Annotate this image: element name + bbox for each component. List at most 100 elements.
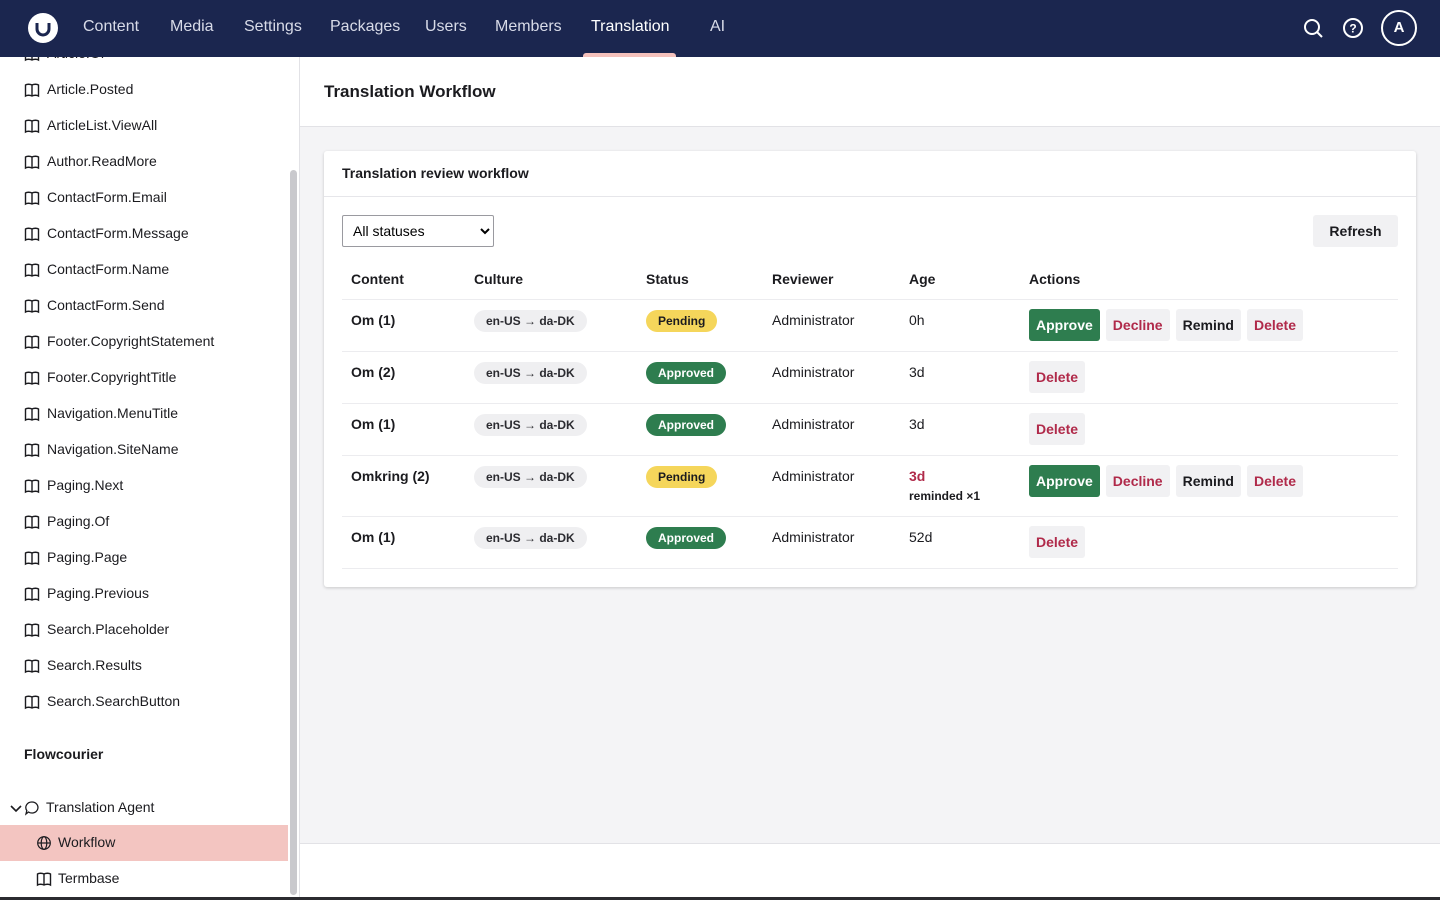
tree-item[interactable]: ContactForm.Email <box>47 189 167 205</box>
nav-item[interactable]: Users <box>425 18 467 35</box>
tree-item[interactable]: Workflow <box>58 834 116 850</box>
tree-item[interactable]: Article.Of <box>47 57 105 61</box>
status-filter[interactable]: All statuses <box>342 215 494 247</box>
panel-title: Translation review workflow <box>342 165 529 181</box>
logo[interactable] <box>27 12 59 44</box>
action-button[interactable]: Remind <box>1175 465 1241 497</box>
content-cell: Om (1) <box>351 312 396 328</box>
svg-text:?: ? <box>1349 22 1356 36</box>
reminder-note: reminded ×1 <box>909 489 981 503</box>
culture-pill: en-US → da-DK <box>474 310 587 332</box>
avatar[interactable]: A <box>1381 10 1417 46</box>
nav-item[interactable]: Members <box>495 18 562 35</box>
actions: Delete <box>1029 413 1091 445</box>
action-button[interactable]: Approve <box>1029 309 1100 341</box>
culture-pill: en-US → da-DK <box>474 527 587 549</box>
action-button[interactable]: Decline <box>1105 465 1170 497</box>
tree-item[interactable]: Translation Agent <box>46 799 155 815</box>
divider <box>342 403 1398 404</box>
reviewer-cell: Administrator <box>772 416 855 432</box>
search-icon[interactable] <box>1302 17 1324 39</box>
tree-item[interactable]: Termbase <box>58 870 120 886</box>
tree-item[interactable]: Article.Posted <box>47 81 134 97</box>
tree-item[interactable]: Navigation.SiteName <box>47 441 179 457</box>
culture-pill: en-US → da-DK <box>474 466 587 488</box>
tree-item[interactable]: ContactForm.Message <box>47 225 189 241</box>
action-button[interactable]: Delete <box>1029 526 1086 558</box>
divider <box>342 455 1398 456</box>
action-button[interactable]: Remind <box>1175 309 1241 341</box>
action-button[interactable]: Delete <box>1029 413 1086 445</box>
tree-icon <box>24 442 40 463</box>
nav-item[interactable]: Packages <box>330 18 401 35</box>
chevron <box>8 800 24 821</box>
sidebar: Article.Of Article.Posted ArticleList.View… <box>0 57 300 900</box>
nav-item[interactable]: AI <box>710 18 726 35</box>
nav-active-indicator <box>583 53 676 57</box>
tree-item[interactable]: Navigation.MenuTitle <box>47 405 178 421</box>
tree-icon-svg <box>24 191 40 206</box>
main: Translation Workflow Translation review … <box>300 57 1440 900</box>
age-cell: 3d <box>909 364 925 380</box>
tree-item[interactable]: Paging.Of <box>47 513 110 529</box>
tree-icon <box>24 82 40 103</box>
tree-icon-svg <box>36 872 52 887</box>
tree-item[interactable]: Footer.CopyrightStatement <box>47 333 215 349</box>
tree-item[interactable]: ArticleList.ViewAll <box>47 117 158 133</box>
divider <box>342 351 1398 352</box>
age-cell: 3d <box>909 468 926 484</box>
nav-item[interactable]: Content <box>83 18 140 35</box>
nav-item[interactable]: Media <box>170 18 214 35</box>
tree-item[interactable]: Footer.CopyrightTitle <box>47 369 177 385</box>
reviewer-cell: Administrator <box>772 529 855 545</box>
tree-icon-svg <box>24 551 40 566</box>
footer <box>300 843 1440 900</box>
actions: Approve Decline Remind Delete <box>1029 309 1309 341</box>
tree-item[interactable]: ContactForm.Name <box>47 261 170 277</box>
tree-icon <box>24 694 40 715</box>
tree-icon-svg <box>24 407 40 422</box>
tree-icon-svg <box>24 371 40 386</box>
tree-item[interactable]: ContactForm.Send <box>47 297 165 313</box>
tree-icon <box>24 586 40 607</box>
tree-item[interactable]: Paging.Next <box>47 477 124 493</box>
tree-icon <box>24 57 40 67</box>
tree-icon <box>24 658 40 679</box>
content-cell: Omkring (2) <box>351 468 430 484</box>
tree-icon-svg <box>24 119 40 134</box>
tree-item[interactable]: Paging.Page <box>47 549 128 565</box>
action-button[interactable]: Delete <box>1246 465 1303 497</box>
panel: Translation review workflow All statuses… <box>324 151 1416 587</box>
tree-icon <box>24 226 40 247</box>
tree-icon <box>24 514 40 535</box>
status-badge: Approved <box>646 527 727 549</box>
tree-item[interactable]: Author.ReadMore <box>47 153 157 169</box>
tree-icon <box>24 298 40 319</box>
tree-item[interactable]: Paging.Previous <box>47 585 149 601</box>
help-icon[interactable]: ? <box>1342 17 1364 39</box>
action-button[interactable]: Delete <box>1246 309 1303 341</box>
action-button[interactable]: Decline <box>1105 309 1170 341</box>
chat-icon <box>24 800 40 821</box>
tree-icon-svg <box>37 836 51 850</box>
tree-icon <box>24 334 40 355</box>
tree-icon-svg <box>24 695 40 710</box>
nav-item[interactable]: Settings <box>244 18 302 35</box>
tree-icon <box>24 550 40 571</box>
action-button[interactable]: Delete <box>1029 361 1086 393</box>
tree-icon <box>24 478 40 499</box>
tree-icon-svg <box>24 587 40 602</box>
tree-item[interactable]: Search.SearchButton <box>47 693 181 709</box>
nav-item[interactable]: Translation <box>591 18 670 35</box>
tree-item[interactable]: Search.Results <box>47 657 142 673</box>
column-header: Culture <box>474 271 523 287</box>
status-badge: Approved <box>646 414 727 436</box>
tree-icon <box>36 871 52 892</box>
tree-item[interactable]: Search.Placeholder <box>47 621 170 637</box>
chat-icon-svg <box>24 801 39 816</box>
divider <box>342 568 1398 569</box>
refresh-button[interactable]: Refresh <box>1313 215 1398 247</box>
action-button[interactable]: Approve <box>1029 465 1100 497</box>
reviewer-cell: Administrator <box>772 468 855 484</box>
tree-icon-svg <box>24 659 40 674</box>
